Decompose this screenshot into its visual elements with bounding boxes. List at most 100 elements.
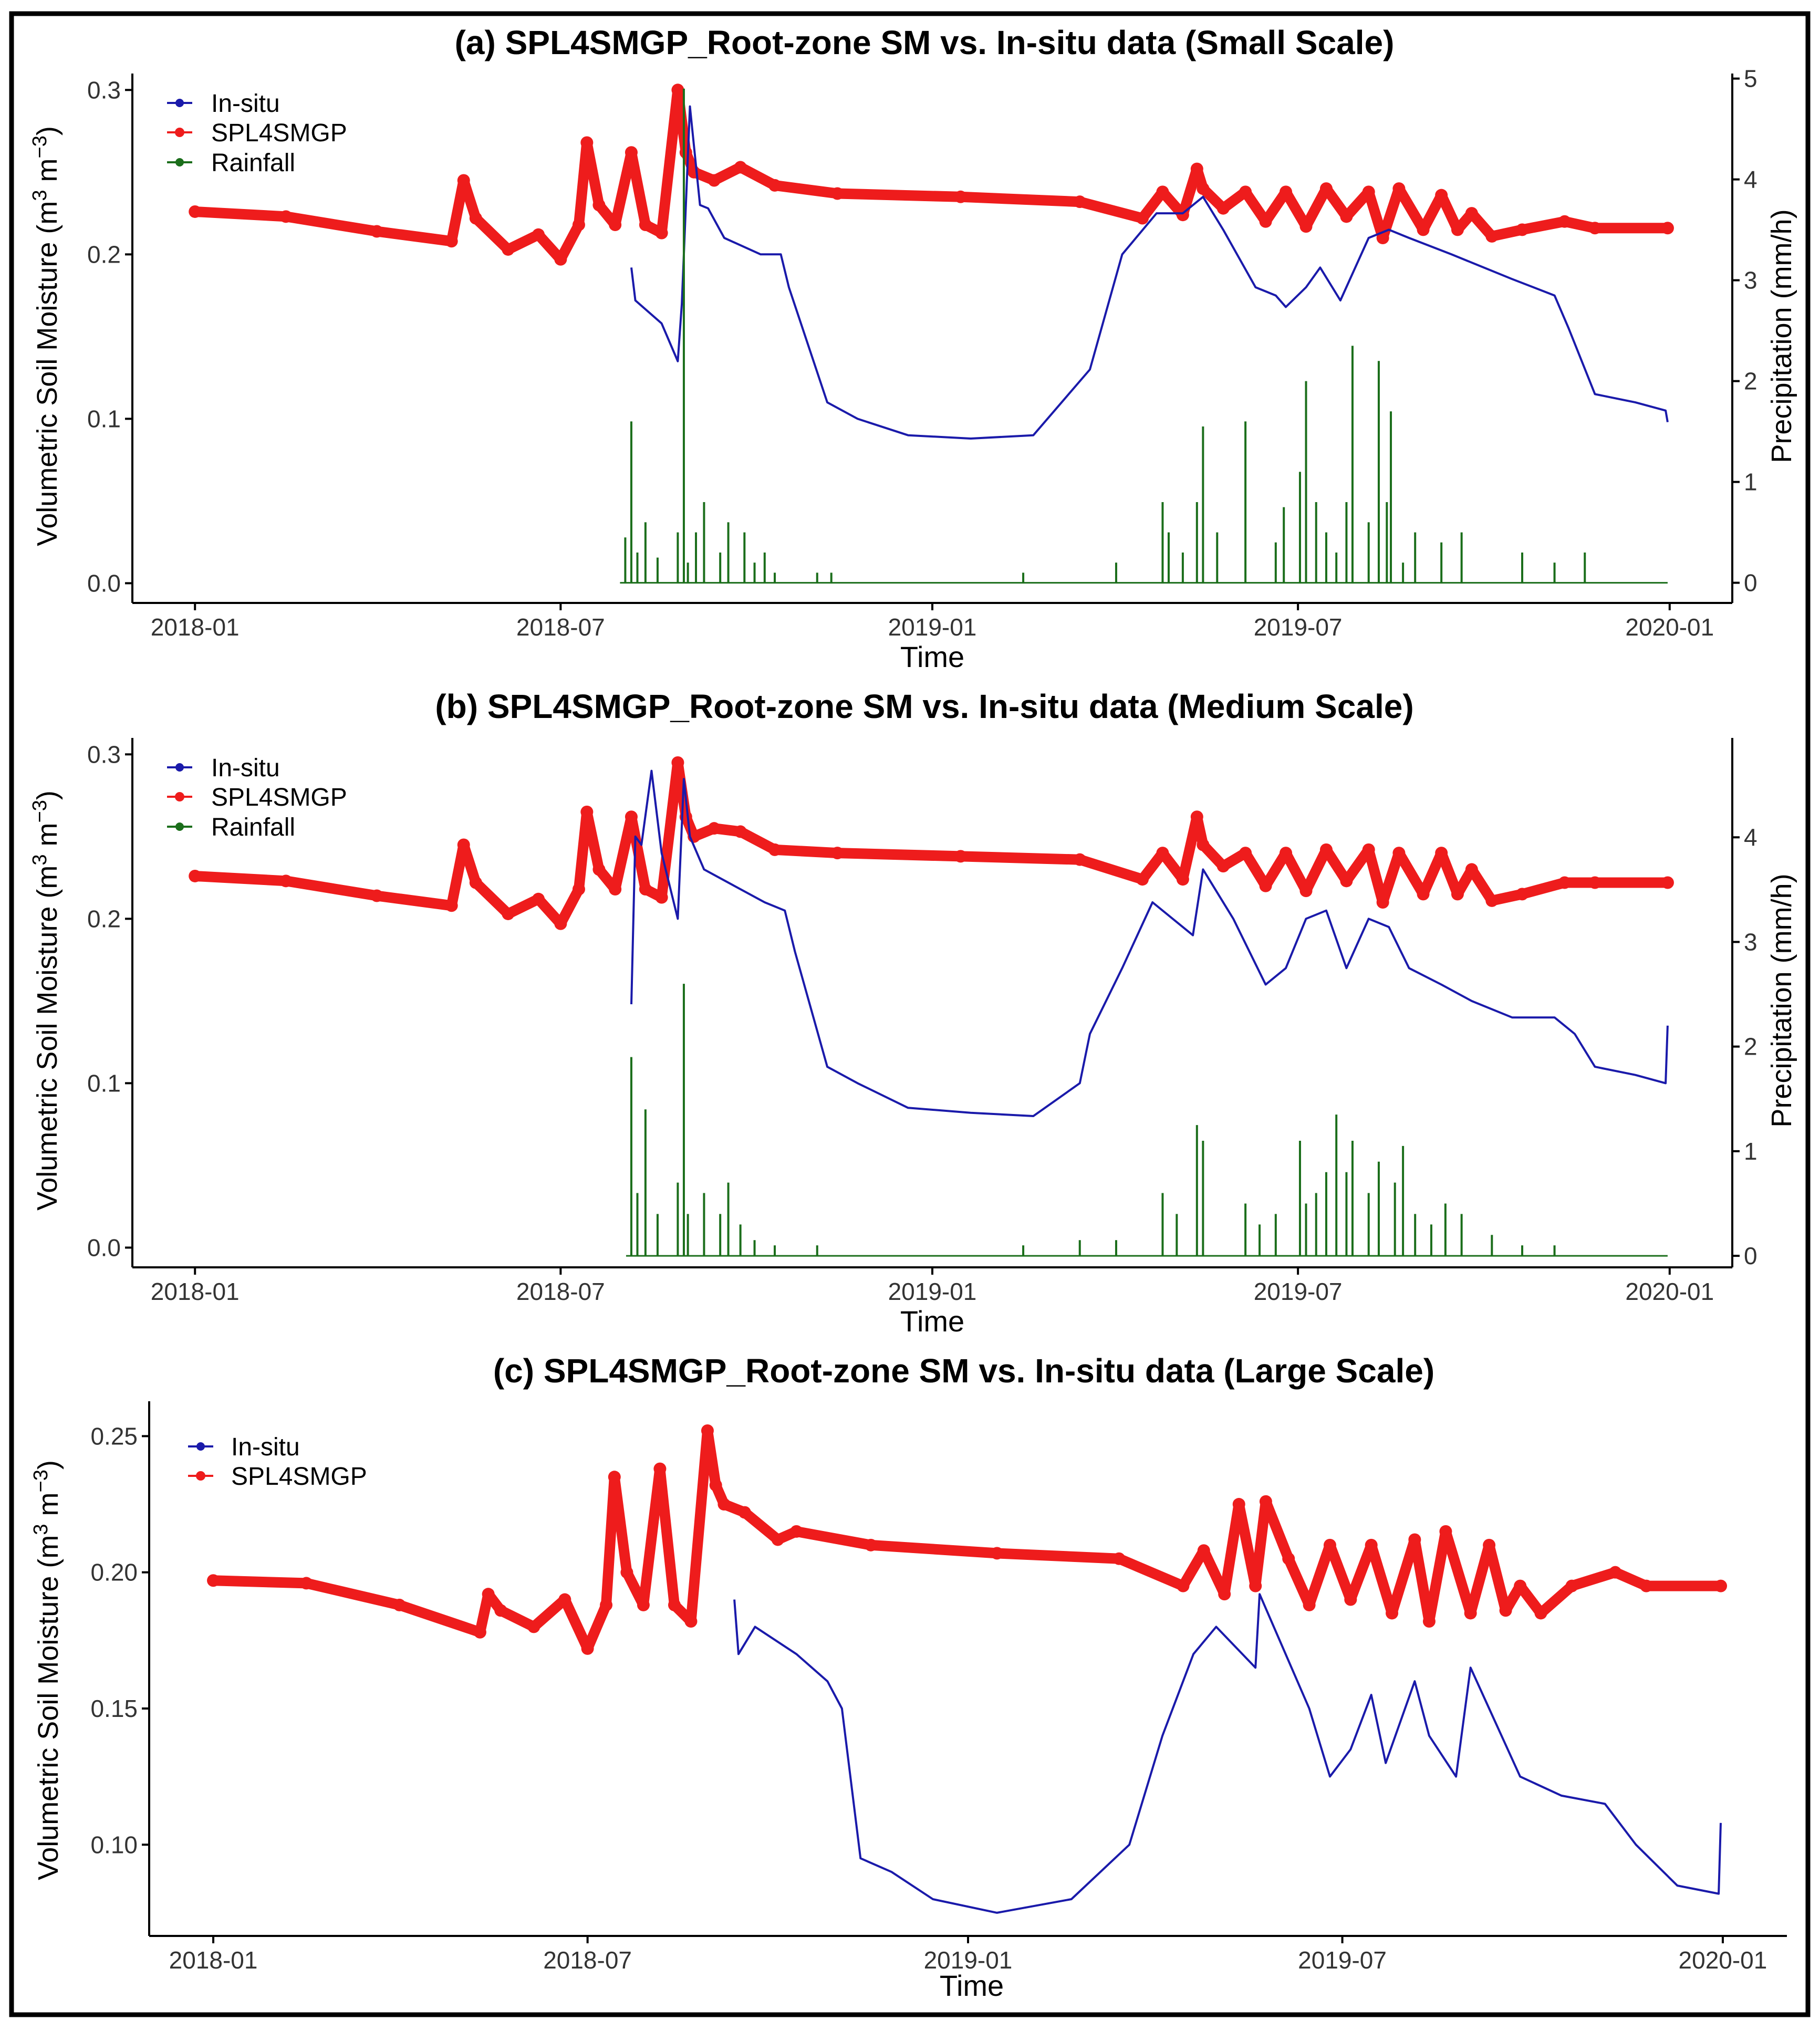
legend-insitu-label: In-situ [211,754,280,782]
spl4smgp-point [1136,212,1149,225]
panel-a-x-ticks: 2018-01 2018-07 2019-01 2019-07 2020-01 [151,613,1714,641]
spl4smgp-point [580,136,594,149]
legend-spl4smgp-marker [196,1471,205,1481]
panel-a: (a) SPL4SMGP_Root-zone SM vs. In-situ da… [29,24,1797,673]
spl4smgp-point [1218,1588,1231,1601]
spl4smgp-point [738,1506,751,1519]
spl4smgp-point [554,917,567,930]
spl4smgp-point [620,1566,633,1579]
spl4smgp-point [684,1615,698,1628]
spl4smgp-point [1259,879,1272,892]
spl4smgp-point [207,1574,220,1587]
panel-a-legend: In-situ SPL4SMGP Rainfall [167,90,347,177]
spl4smgp-point [532,892,545,905]
panel-b-ytick-label: 0.2 [87,905,121,932]
panel-c-xtick-label: 2018-07 [543,1946,632,1974]
spl4smgp-point [532,228,545,241]
spl4smgp-point [1516,223,1529,236]
spl4smgp-point [668,1598,681,1611]
spl4smgp-point [1344,1593,1357,1606]
panel-a-y2tick-label: 2 [1744,368,1757,395]
legend-rainfall-marker [175,822,184,831]
spl4smgp-point [1299,220,1313,233]
spl4smgp-point [1451,888,1464,901]
spl4smgp-point [600,1598,613,1611]
panel-a-ytick-label: 0.2 [87,241,121,268]
spl4smgp-point [790,1525,803,1538]
spl4smgp-point [1565,1579,1578,1592]
panel-c-legend: In-situ SPL4SMGP [188,1433,367,1491]
spl4smgp-point [1177,1579,1190,1592]
insitu-line [733,1593,1722,1914]
spl4smgp-point [609,218,622,231]
spl4smgp-point [592,199,606,212]
spl4smgp-point [717,1498,731,1511]
spl4smgp-point [671,84,684,97]
panel-b-insitu-series [630,769,1669,1117]
spl4smgp-point [1386,1607,1399,1620]
panel-b-y2tick-label: 2 [1744,1033,1757,1060]
legend-spl4smgp-marker [175,792,184,801]
spl4smgp-point [1259,215,1272,228]
spl4smgp-point [1323,1538,1336,1551]
spl4smgp-point [768,843,782,856]
spl4smgp-point [1451,223,1464,236]
spl4smgp-point [370,889,383,902]
spl4smgp-point [655,891,668,904]
spl4smgp-point [502,243,515,256]
panel-c-x-ticks: 2018-01 2018-07 2019-01 2019-07 2020-01 [169,1946,1767,1974]
panel-a-y2tick-label: 5 [1744,65,1757,92]
spl4smgp-point [279,874,293,888]
panel-a-y-label: Volumetric Soil Moisture (m3 m−3) [29,126,63,546]
panel-a-y2-ticks: 0 1 2 3 4 5 [1744,65,1757,597]
spl4smgp-point [457,838,470,851]
spl4smgp-point [1190,810,1203,824]
panel-a-ytick-label: 0.1 [87,405,121,432]
panel-b-ytick-label: 0.3 [87,741,121,768]
spl4smgp-point [639,883,652,895]
panel-c-xtick-label: 2018-01 [169,1946,258,1974]
panel-c-insitu-series [733,1593,1722,1914]
spl4smgp-point [445,235,458,248]
spl4smgp-point [609,883,622,895]
spl4smgp-point [1362,185,1375,199]
spl4smgp-point [1376,232,1389,245]
panel-a-ytick-label: 0.3 [87,76,121,103]
panel-b-y2tick-label: 4 [1744,824,1757,851]
spl4smgp-point [1280,185,1293,199]
spl4smgp-point [709,1478,722,1492]
spl4smgp-point [502,907,515,920]
spl4smgp-point [954,850,967,863]
spl4smgp-point [1249,1579,1262,1592]
spl4smgp-point [1661,222,1674,235]
panel-c-y-label-text: Volumetric Soil Moisture [33,1576,64,1880]
spl4smgp-point [1465,207,1478,220]
panel-c-ytick-label: 0.15 [90,1695,138,1722]
panel-a-y-ticks: 0.0 0.1 0.2 0.3 [87,76,121,597]
panel-b-ytick-label: 0.1 [87,1069,121,1097]
spl4smgp-point [1435,189,1448,202]
spl4smgp-point [1299,884,1313,898]
spl4smgp-point [1282,1552,1295,1565]
legend-rainfall-marker [175,158,184,166]
spl4smgp-point [831,187,844,200]
spl4smgp-point [1197,1544,1210,1557]
spl4smgp-point [1485,230,1499,243]
spl4smgp-point [1417,223,1430,236]
spl4smgp-point [1197,838,1210,851]
panel-a-xtick-label: 2020-01 [1625,613,1714,641]
panel-b-y-label: Volumetric Soil Moisture (m3 m−3) [29,790,63,1211]
spl4smgp-point [189,205,202,218]
panel-c-xtick-label: 2020-01 [1679,1946,1767,1974]
spl4smgp-point [1319,843,1333,856]
spl4smgp-point [554,253,567,266]
legend-spl4smgp-label: SPL4SMGP [211,119,347,147]
panel-b-x-ticks: 2018-01 2018-07 2019-01 2019-07 2020-01 [151,1278,1714,1305]
panel-a-xtick-label: 2019-07 [1254,613,1343,641]
spl4smgp-point [1156,185,1169,199]
panel-b-x-label: Time [900,1305,964,1338]
spl4smgp-point [864,1538,877,1551]
legend-insitu-label: In-situ [211,90,280,118]
spl4smgp-point [1558,876,1571,889]
